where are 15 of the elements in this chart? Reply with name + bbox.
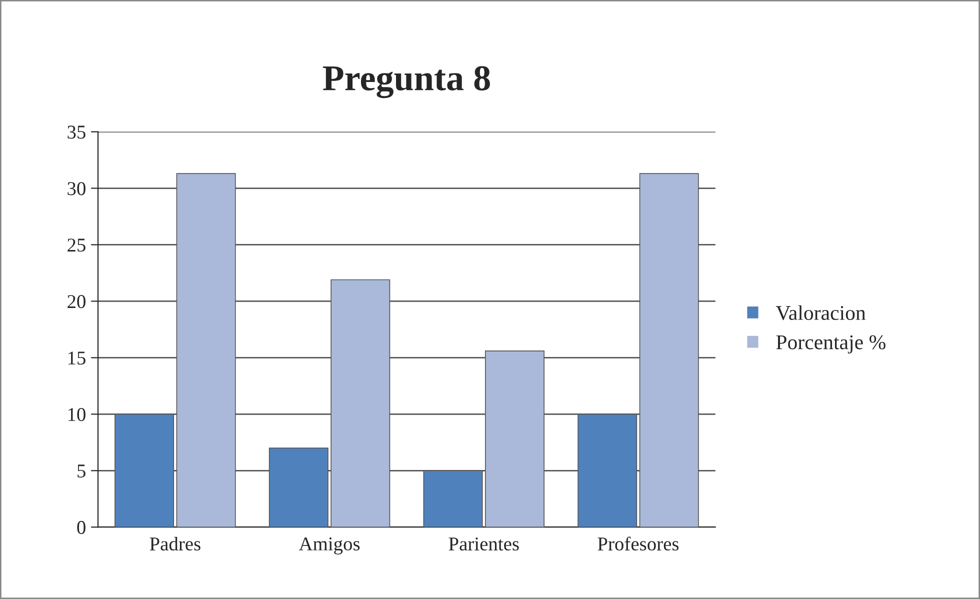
y-tick-label: 35 (68, 126, 86, 139)
y-tick-label: 0 (77, 520, 86, 534)
y-tick-label: 15 (68, 352, 86, 365)
x-tick-label: Profesores (598, 536, 679, 551)
chart-title: Pregunta 8 (322, 66, 490, 98)
y-tick-label: 20 (68, 295, 86, 308)
y-tick-label: 30 (68, 182, 86, 196)
y-tick-label: 10 (68, 408, 86, 422)
y-tick-label: 25 (68, 238, 86, 252)
x-tick-label: Padres (150, 536, 200, 551)
legend-label: Porcentaje % (776, 335, 886, 354)
legend-label: Valoracion (776, 305, 866, 320)
x-tick-label: Amigos (298, 537, 360, 554)
x-tick-label: Parientes (448, 537, 519, 551)
y-tick-label: 5 (78, 464, 86, 478)
